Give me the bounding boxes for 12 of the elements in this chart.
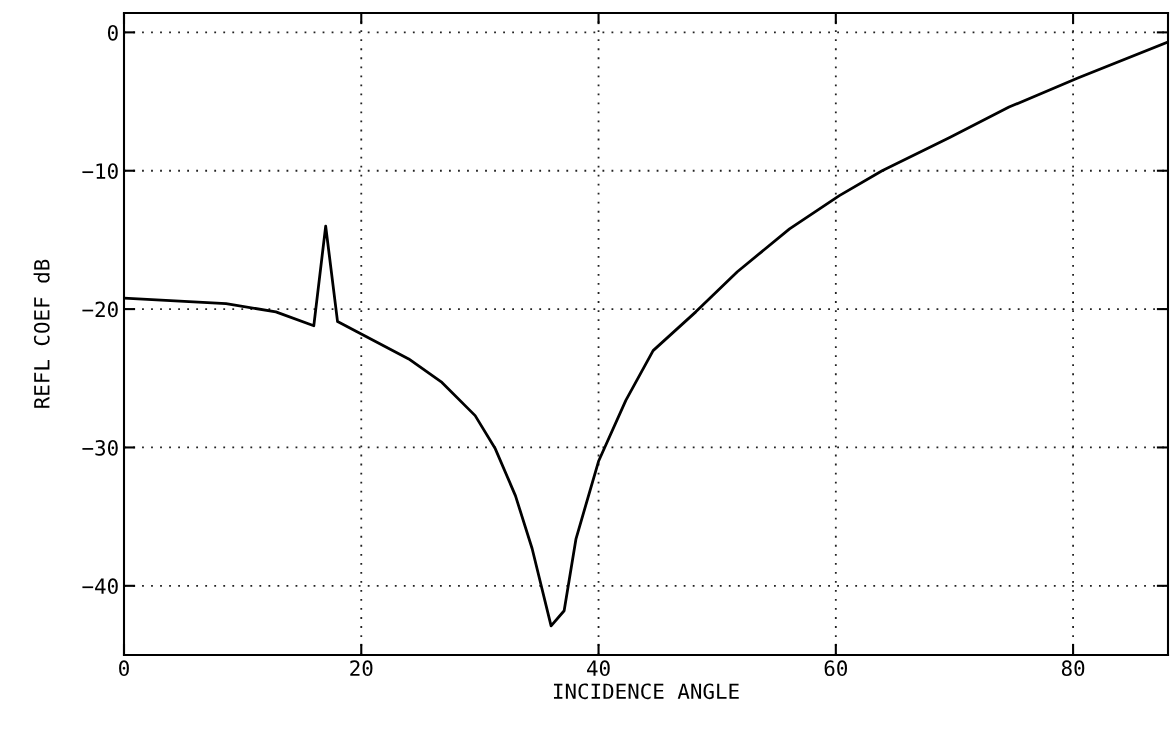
y-tick-label: −10 — [82, 163, 118, 179]
y-tick-label: −20 — [82, 301, 118, 318]
x-tick-label: 0 — [119, 660, 129, 677]
y-tick-label: −40 — [82, 578, 118, 595]
x-tick-label: 80 — [1061, 660, 1085, 677]
x-tick-label: 60 — [824, 660, 848, 677]
y-axis-title: REFL COEF dB — [33, 259, 50, 408]
x-tick-label: 20 — [350, 660, 373, 677]
y-tick-label: 0 — [107, 24, 118, 41]
y-tick-label: −30 — [82, 439, 118, 456]
x-axis-title: INCIDENCE ANGLE — [553, 683, 739, 700]
x-tick-label: 40 — [587, 660, 610, 677]
